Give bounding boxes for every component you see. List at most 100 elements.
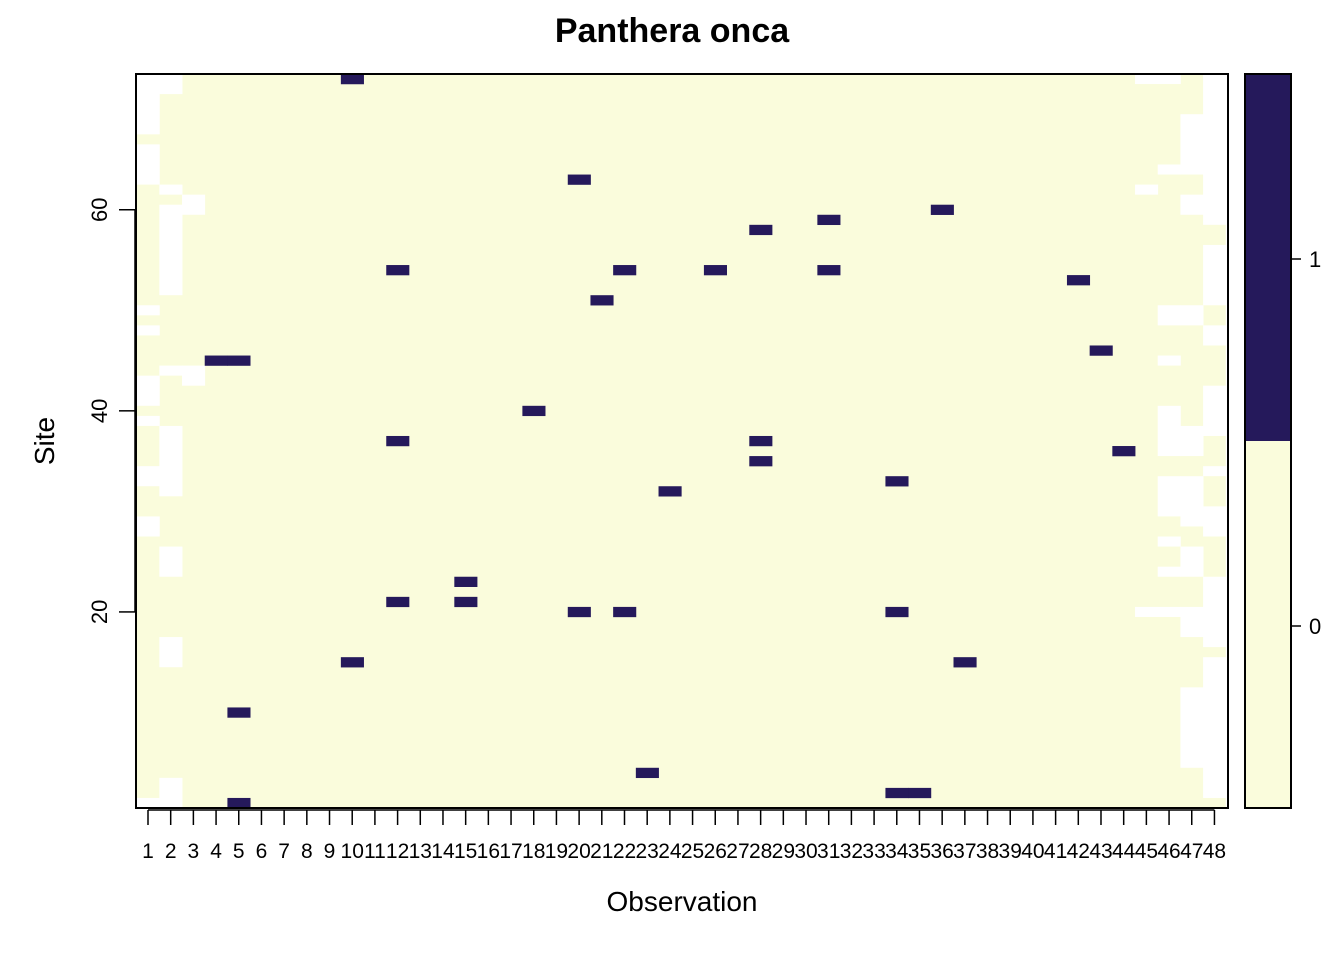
x-tick-label: 29 xyxy=(772,840,795,863)
x-tick-label: 47 xyxy=(1180,840,1203,863)
missing-cell xyxy=(136,144,160,185)
detection-cell xyxy=(204,355,228,366)
x-tick-label: 9 xyxy=(324,840,336,863)
x-tick-label: 40 xyxy=(1021,840,1044,863)
detection-cell xyxy=(749,435,773,447)
missing-cell xyxy=(1157,164,1181,175)
detection-cell xyxy=(386,596,410,608)
colorbar-tick-label: 0 xyxy=(1309,614,1321,639)
missing-cell xyxy=(1157,536,1181,547)
zero-cells-background xyxy=(136,74,1226,808)
missing-cell xyxy=(1157,355,1181,366)
detection-cell xyxy=(885,476,909,487)
x-tick-label: 37 xyxy=(953,840,976,863)
x-tick-label: 28 xyxy=(749,840,772,863)
y-tick-label: 60 xyxy=(87,197,112,221)
detection-cell xyxy=(613,265,637,276)
detection-cell xyxy=(227,707,251,718)
missing-cell xyxy=(136,305,160,316)
x-tick-label: 6 xyxy=(256,840,268,863)
missing-cell xyxy=(1180,305,1204,326)
missing-cell xyxy=(1203,506,1227,537)
x-axis: 1 2 3 4 5 6 7 8 9 10 11 12 13 14 15 16 17 18 19 20 21 22 23 24 2… xyxy=(142,809,1226,863)
detection-cell xyxy=(1066,275,1091,286)
detection-cell xyxy=(1112,446,1136,457)
missing-cell xyxy=(1157,476,1181,517)
detection-cell xyxy=(635,767,659,779)
x-tick-label: 48 xyxy=(1203,840,1226,863)
missing-cell xyxy=(136,516,160,537)
missing-cell xyxy=(1203,466,1227,477)
colorbar-tick-label: 1 xyxy=(1309,247,1321,272)
missing-cell xyxy=(136,325,160,336)
detection-cell xyxy=(386,435,410,447)
x-tick-label: 3 xyxy=(188,840,200,863)
colorbar-one-block xyxy=(1245,74,1291,441)
missing-cell xyxy=(159,425,183,497)
x-tick-label: 42 xyxy=(1067,840,1090,863)
missing-cell xyxy=(1135,184,1159,195)
missing-cell xyxy=(159,184,183,195)
detection-cell xyxy=(227,797,251,809)
missing-cell xyxy=(182,365,206,386)
x-tick-label: 20 xyxy=(567,840,590,863)
x-tick-label: 26 xyxy=(704,840,727,863)
chart-title: Panthera onca xyxy=(555,12,790,50)
detection-cell xyxy=(749,224,773,236)
missing-cell xyxy=(159,777,183,808)
detection-cell xyxy=(522,405,546,417)
x-tick-label: 22 xyxy=(613,840,636,863)
missing-cell xyxy=(159,546,183,577)
x-tick-label: 13 xyxy=(409,840,432,863)
missing-cell xyxy=(1203,74,1227,225)
missing-cell xyxy=(159,637,183,668)
missing-cell xyxy=(1157,74,1181,85)
detection-cell xyxy=(227,355,251,366)
missing-cell xyxy=(136,466,160,487)
y-tick-label: 40 xyxy=(87,399,112,423)
x-tick-label: 44 xyxy=(1112,840,1136,863)
x-tick-label: 27 xyxy=(726,840,749,863)
x-tick-label: 17 xyxy=(499,840,522,863)
detection-cell xyxy=(567,174,591,185)
x-tick-label: 25 xyxy=(681,840,704,863)
x-tick-label: 30 xyxy=(794,840,817,863)
detection-cell xyxy=(613,606,637,618)
x-tick-label: 4 xyxy=(210,840,222,863)
detection-cell xyxy=(953,657,977,668)
detection-cell xyxy=(908,787,932,799)
colorbar-frame xyxy=(1244,73,1292,809)
missing-cell xyxy=(1135,606,1159,617)
detection-cell xyxy=(817,214,841,226)
detection-cell xyxy=(454,596,478,608)
colorbar-zero-block xyxy=(1245,441,1291,808)
x-tick-label: 12 xyxy=(386,840,409,863)
detection-cell xyxy=(930,204,954,215)
missing-cell xyxy=(1180,194,1204,215)
detection-cell xyxy=(885,787,909,799)
x-tick-label: 19 xyxy=(545,840,568,863)
x-tick-label: 23 xyxy=(636,840,659,863)
missing-cell xyxy=(1157,305,1181,326)
x-tick-label: 36 xyxy=(930,840,953,863)
detection-cell xyxy=(1089,345,1113,356)
detection-cell xyxy=(885,606,909,618)
missing-cell xyxy=(136,415,160,426)
x-tick-label: 7 xyxy=(278,840,290,863)
x-tick-label: 16 xyxy=(477,840,500,863)
detection-cell xyxy=(340,657,364,668)
detection-cell xyxy=(340,74,364,85)
missing-cell xyxy=(1180,687,1204,768)
missing-cell xyxy=(1157,606,1181,617)
missing-cell xyxy=(1203,385,1227,436)
missing-cell xyxy=(1203,657,1227,798)
y-axis: 20 40 60 xyxy=(87,197,136,624)
x-tick-label: 8 xyxy=(301,840,313,863)
y-tick-label: 20 xyxy=(87,600,112,624)
missing-cell xyxy=(1203,244,1227,306)
missing-cell xyxy=(1180,476,1204,527)
detection-cell xyxy=(590,295,614,306)
x-tick-label: 5 xyxy=(233,840,245,863)
detection-cell xyxy=(386,265,410,276)
